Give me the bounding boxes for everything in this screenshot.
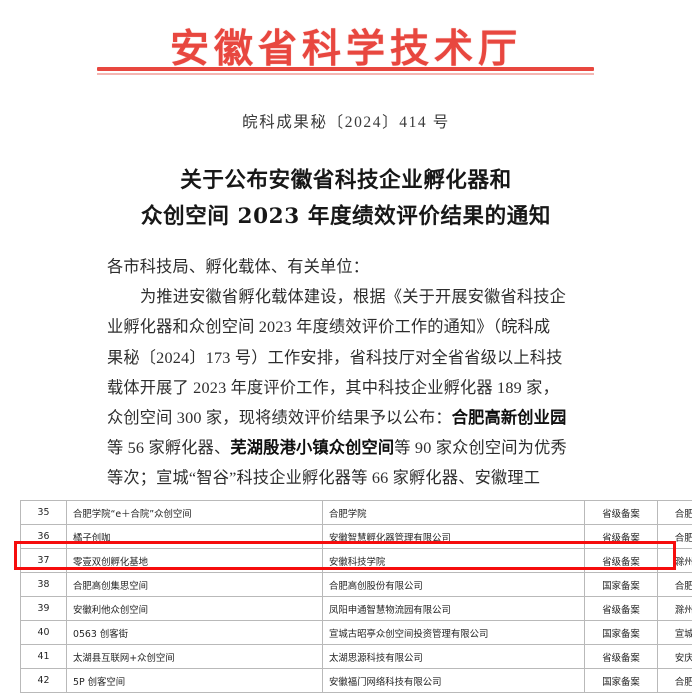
body-line-3: 果秘〔2024〕173 号）工作安排，省科技厅对全省省级以上科技 [107, 343, 594, 373]
cell-city: 合肥市 [658, 525, 692, 549]
masthead-divider-thick [97, 67, 594, 71]
body-line-7: 等次；宣城“智谷”科技企业孵化器等 66 家孵化器、安徽理工 [107, 463, 594, 493]
table-row[interactable]: 37零壹双创孵化基地安徽科技学院省级备案滁州市优秀 [21, 549, 692, 573]
cell-record-level: 省级备案 [585, 597, 658, 621]
body-line-1: 为推进安徽省孵化载体建设，根据《关于开展安徽省科技企 [107, 282, 594, 312]
cell-city: 合肥市 [658, 669, 692, 693]
results-table-body: 35合肥学院“e＋合院”众创空间合肥学院省级备案合肥市优秀36橘子创咖安徽智慧孵… [21, 501, 692, 693]
cell-organization: 合肥学院 [323, 501, 585, 525]
cell-index: 38 [21, 573, 67, 597]
cell-name: 零壹双创孵化基地 [67, 549, 323, 573]
body-salutation: 各市科技局、孵化载体、有关单位： [107, 252, 594, 282]
cell-index: 35 [21, 501, 67, 525]
cell-city: 宣城市 [658, 621, 692, 645]
cell-city: 合肥市 [658, 501, 692, 525]
page-title-line-2: 众创空间 2023 年度绩效评价结果的通知 [96, 199, 596, 235]
body-line-5-emphasis: 合肥高新创业园 [452, 409, 567, 427]
cell-record-level: 省级备案 [585, 549, 658, 573]
table-row[interactable]: 36橘子创咖安徽智慧孵化器管理有限公司省级备案合肥市优秀 [21, 525, 692, 549]
cell-city: 滁州市 [658, 597, 692, 621]
cell-city: 安庆市 [658, 645, 692, 669]
cell-record-level: 国家备案 [585, 621, 658, 645]
cell-record-level: 国家备案 [585, 573, 658, 597]
cell-name: 太湖县互联网+众创空间 [67, 645, 323, 669]
body-line-5-text: 众创空间 300 家，现将绩效评价结果予以公布： [107, 409, 452, 427]
cell-name: 橘子创咖 [67, 525, 323, 549]
cell-name: 安徽利他众创空间 [67, 597, 323, 621]
document-number: 皖科成果秘〔2024〕414 号 [0, 110, 692, 132]
table-row[interactable]: 39安徽利他众创空间凤阳申通智慧物流园有限公司省级备案滁州市优秀 [21, 597, 692, 621]
cell-name: 0563 创客街 [67, 621, 323, 645]
cell-organization: 安徽科技学院 [323, 549, 585, 573]
cell-city: 合肥市 [658, 573, 692, 597]
body-line-6: 等 56 家孵化器、芜湖殷港小镇众创空间等 90 家众创空间为优秀 [107, 433, 594, 463]
cell-organization: 安徽福门网络科技有限公司 [323, 669, 585, 693]
body-line-5: 众创空间 300 家，现将绩效评价结果予以公布：合肥高新创业园 [107, 403, 594, 433]
body-line-6-emphasis: 芜湖殷港小镇众创空间 [230, 439, 394, 457]
body-line-6-text-b: 等 90 家众创空间为优秀 [394, 439, 567, 457]
cell-record-level: 省级备案 [585, 645, 658, 669]
results-table: 35合肥学院“e＋合院”众创空间合肥学院省级备案合肥市优秀36橘子创咖安徽智慧孵… [20, 500, 692, 693]
cell-index: 40 [21, 621, 67, 645]
cell-organization: 太湖思源科技有限公司 [323, 645, 585, 669]
cell-record-level: 省级备案 [585, 525, 658, 549]
masthead-divider-thin [97, 73, 594, 75]
table-row[interactable]: 38合肥高创集思空间合肥高创股份有限公司国家备案合肥市优秀 [21, 573, 692, 597]
results-table-container: 35合肥学院“e＋合院”众创空间合肥学院省级备案合肥市优秀36橘子创咖安徽智慧孵… [20, 500, 672, 693]
cell-record-level: 省级备案 [585, 501, 658, 525]
cell-index: 42 [21, 669, 67, 693]
page-title-line-1: 关于公布安徽省科技企业孵化器和 [96, 163, 596, 199]
cell-city: 滁州市 [658, 549, 692, 573]
cell-record-level: 国家备案 [585, 669, 658, 693]
body-line-2: 业孵化器和众创空间 2023 年度绩效评价工作的通知》（皖科成 [107, 312, 594, 342]
body-line-6-text-a: 等 56 家孵化器、 [107, 439, 230, 457]
cell-index: 41 [21, 645, 67, 669]
cell-index: 37 [21, 549, 67, 573]
cell-organization: 宣城古昭亭众创空间投资管理有限公司 [323, 621, 585, 645]
body-line-4: 载体开展了 2023 年度评价工作，其中科技企业孵化器 189 家， [107, 373, 594, 403]
cell-index: 39 [21, 597, 67, 621]
cell-organization: 凤阳申通智慧物流园有限公司 [323, 597, 585, 621]
cell-name: 合肥学院“e＋合院”众创空间 [67, 501, 323, 525]
cell-organization: 安徽智慧孵化器管理有限公司 [323, 525, 585, 549]
document-body: 各市科技局、孵化载体、有关单位： 为推进安徽省孵化载体建设，根据《关于开展安徽省… [107, 252, 594, 494]
cell-name: 5P 创客空间 [67, 669, 323, 693]
document-masthead: 安徽省科学技术厅 [0, 0, 692, 92]
cell-organization: 合肥高创股份有限公司 [323, 573, 585, 597]
issuing-agency-title: 安徽省科学技术厅 [0, 18, 692, 74]
page-title: 关于公布安徽省科技企业孵化器和 众创空间 2023 年度绩效评价结果的通知 [96, 163, 596, 235]
cell-name: 合肥高创集思空间 [67, 573, 323, 597]
cell-index: 36 [21, 525, 67, 549]
